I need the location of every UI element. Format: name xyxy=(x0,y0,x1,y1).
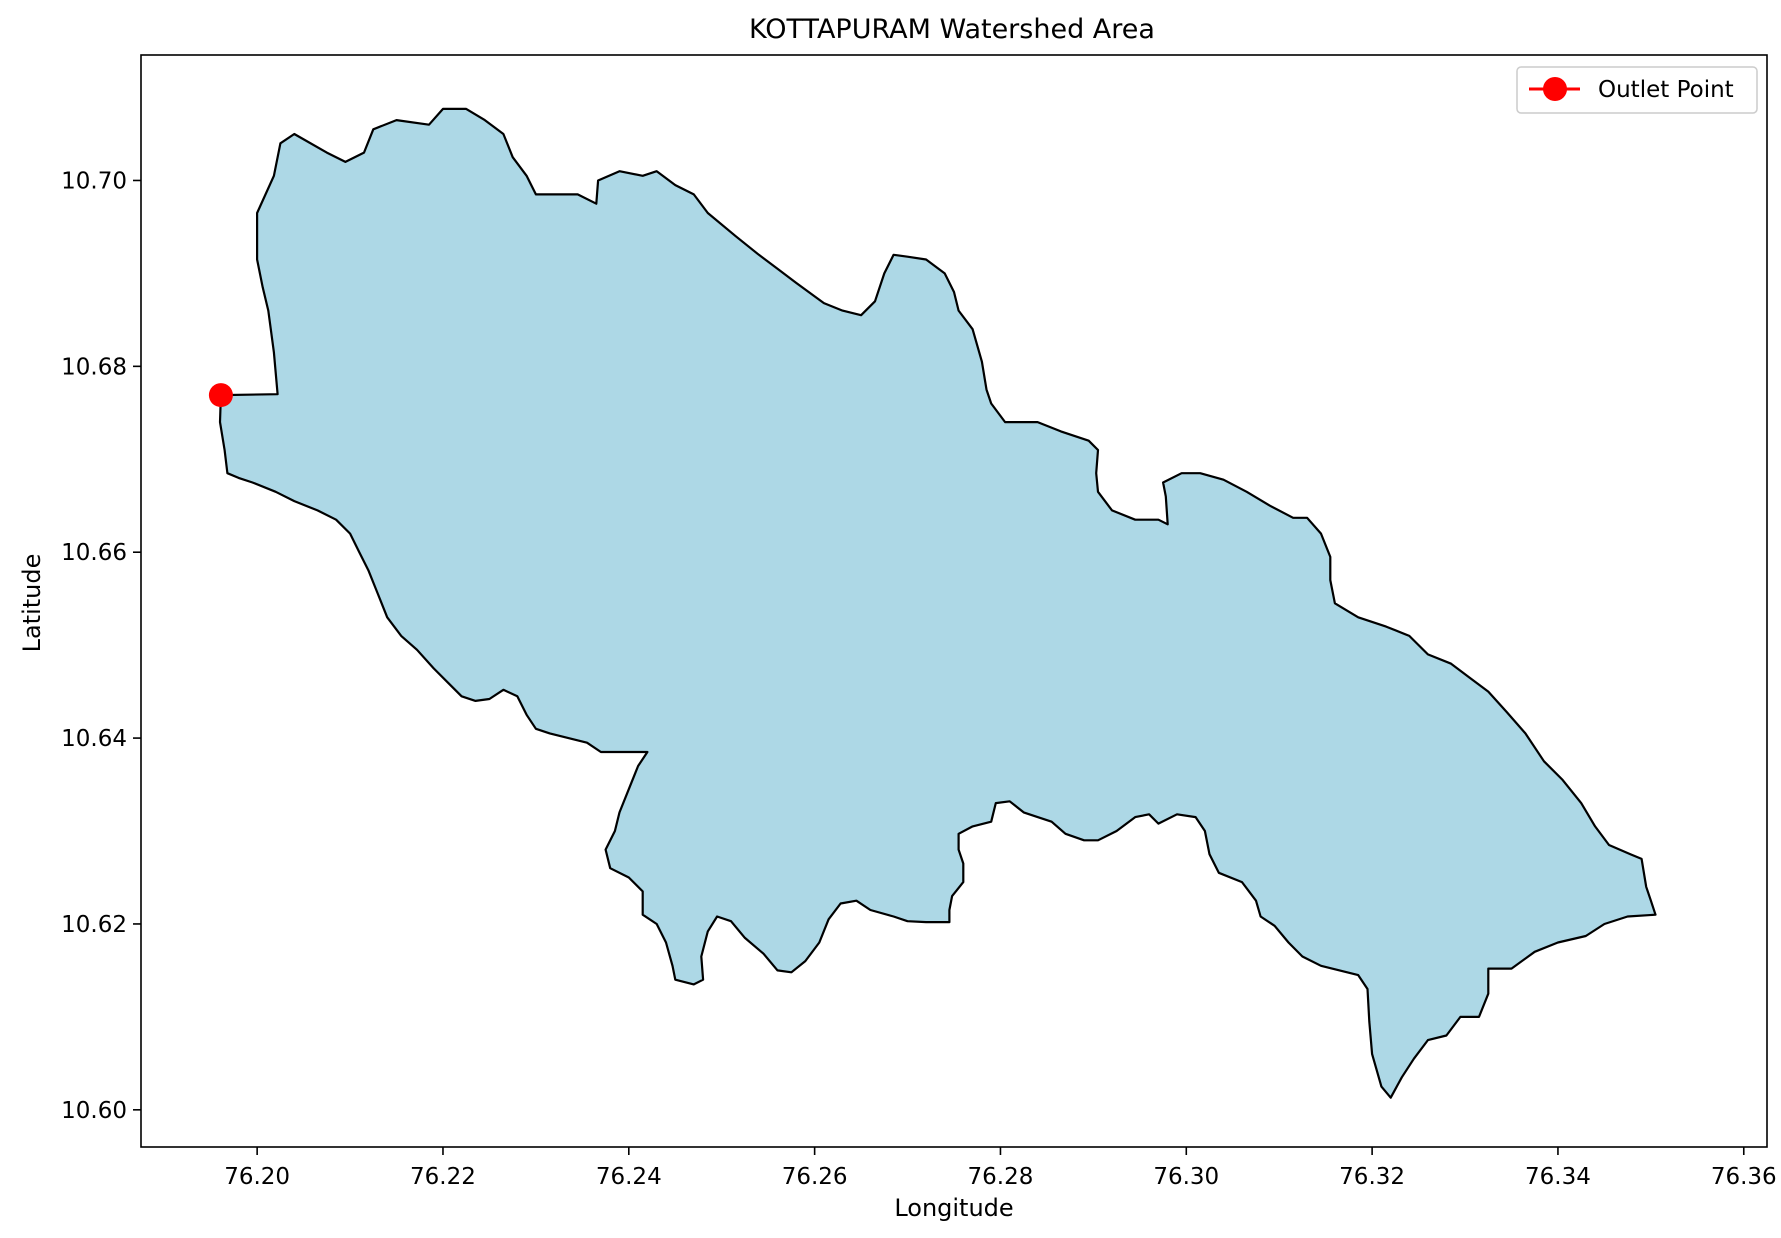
x-axis-ticks: 76.20 76.22 76.24 76.26 76.28 76.30 76.32 76.34… xyxy=(224,1147,1777,1190)
y-tick-label: 10.60 xyxy=(61,1098,127,1124)
legend-box xyxy=(1516,66,1758,114)
watershed-polygon xyxy=(218,107,1657,1099)
x-tick-label: 76.20 xyxy=(224,1164,290,1190)
x-tick-label: 76.36 xyxy=(1711,1164,1777,1190)
legend: Outlet Point xyxy=(1516,66,1758,114)
outlet-point-marker xyxy=(208,383,233,408)
x-tick-label: 76.34 xyxy=(1525,1164,1591,1190)
y-axis-label: Latitude xyxy=(18,554,46,653)
y-tick-label: 10.70 xyxy=(61,168,127,194)
x-tick-label: 76.30 xyxy=(1153,1164,1219,1190)
x-tick-label: 76.28 xyxy=(968,1164,1034,1190)
x-axis-label: Longitude xyxy=(894,1194,1013,1222)
x-tick-label: 76.24 xyxy=(596,1164,662,1190)
x-tick-label: 76.26 xyxy=(782,1164,848,1190)
y-tick-label: 10.66 xyxy=(61,540,127,566)
chart-title: KOTTAPURAM Watershed Area xyxy=(749,14,1155,45)
y-tick-label: 10.64 xyxy=(61,726,127,752)
y-axis-ticks: 10.60 10.62 10.64 10.66 10.68 10.70 xyxy=(61,168,141,1124)
y-tick-label: 10.68 xyxy=(61,354,127,380)
outlet-point xyxy=(208,383,233,408)
x-tick-label: 76.22 xyxy=(410,1164,476,1190)
legend-label-outlet-point: Outlet Point xyxy=(1598,77,1734,103)
plot-area xyxy=(140,54,1768,1148)
y-tick-label: 10.62 xyxy=(61,912,127,938)
legend-marker-icon xyxy=(1543,77,1567,101)
axes-frame xyxy=(140,54,1768,1148)
x-tick-label: 76.32 xyxy=(1339,1164,1405,1190)
